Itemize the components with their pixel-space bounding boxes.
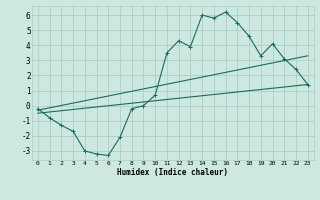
X-axis label: Humidex (Indice chaleur): Humidex (Indice chaleur) — [117, 168, 228, 177]
